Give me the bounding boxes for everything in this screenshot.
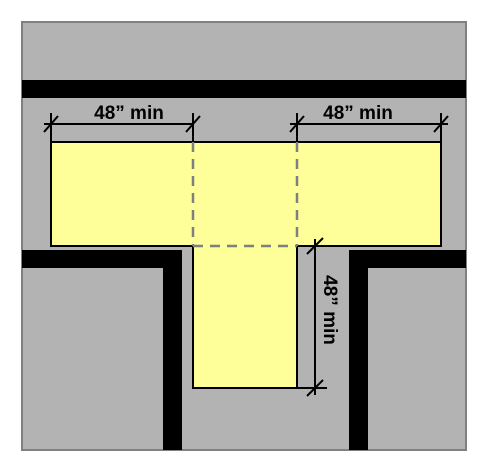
lower-right-wall-vertical (349, 250, 368, 450)
top-wall (22, 80, 466, 98)
tick-right (185, 115, 201, 133)
dimension-label-vertical: 48” min (319, 275, 340, 345)
dimension-label-top-left: 48” min (94, 103, 164, 124)
lower-left-wall-vertical (163, 250, 182, 450)
tick-right (433, 115, 449, 133)
tick-top (306, 237, 324, 255)
dimension-top-left (43, 113, 201, 142)
lower-right-wall-horizontal (349, 250, 466, 268)
tick-left (43, 115, 59, 133)
tick-left (289, 115, 305, 133)
tick-bottom (306, 379, 324, 397)
lower-left-wall-horizontal (22, 250, 182, 268)
dimension-label-top-right: 48” min (323, 103, 393, 124)
dimension-top-right (289, 113, 449, 142)
dimension-vertical (297, 237, 327, 397)
dashed-guide-lines (191, 142, 299, 248)
